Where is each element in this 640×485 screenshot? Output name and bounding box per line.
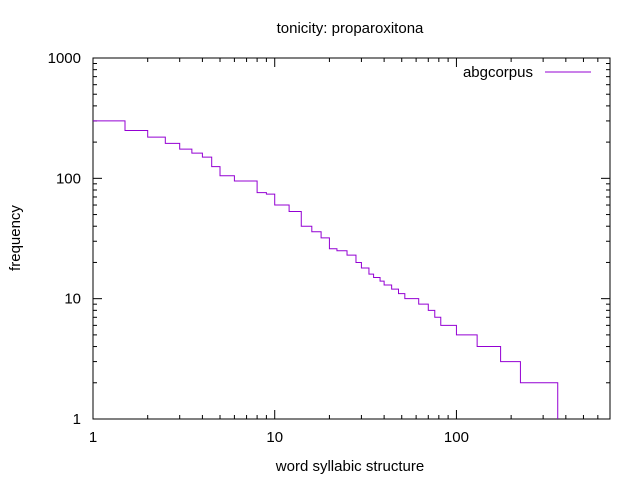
x-tick-label: 1: [89, 429, 97, 446]
plot-area: [92, 57, 611, 420]
x-axis-label: word syllabic structure: [275, 458, 424, 475]
series-layer: [93, 120, 559, 419]
y-tick-label: 1: [73, 411, 81, 428]
y-axis-label: frequency: [7, 205, 24, 271]
y-tick-label: 10: [64, 291, 81, 308]
y-tick-label: 100: [56, 170, 81, 187]
x-tick-label: 100: [444, 429, 469, 446]
axis-ticks: [92, 57, 611, 420]
x-tick-label: 10: [266, 429, 283, 446]
plot-frame: [92, 57, 611, 420]
legend-label: abgcorpus: [463, 64, 533, 81]
axis-tick-labels: 1 10 100 1 10 100 1000: [48, 50, 469, 446]
series-line-abgcorpus: [93, 120, 559, 419]
y-tick-label: 1000: [48, 50, 81, 67]
chart-title: tonicity: proparoxitona: [277, 20, 424, 37]
legend: abgcorpus: [463, 64, 591, 81]
